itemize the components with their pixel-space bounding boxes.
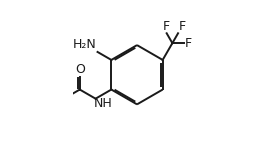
Text: NH: NH	[93, 97, 112, 110]
Text: F: F	[163, 20, 170, 33]
Text: F: F	[185, 37, 192, 50]
Text: O: O	[75, 63, 85, 77]
Text: H₂N: H₂N	[73, 38, 97, 51]
Text: F: F	[179, 20, 186, 33]
